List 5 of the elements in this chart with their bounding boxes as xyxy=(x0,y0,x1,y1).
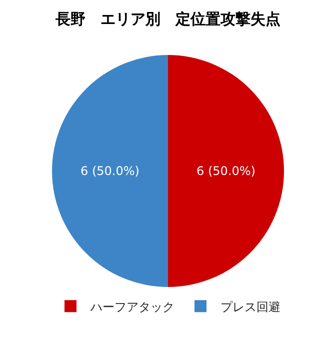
data-label: 6 (50.0%) xyxy=(80,164,140,178)
data-label: 6 (50.0%) xyxy=(196,164,256,178)
legend-label: ハーフアタック xyxy=(90,300,174,314)
legend-label: プレス回避 xyxy=(220,300,280,314)
chart-title: 長野 エリア別 定位置攻撃失点 xyxy=(54,10,280,28)
